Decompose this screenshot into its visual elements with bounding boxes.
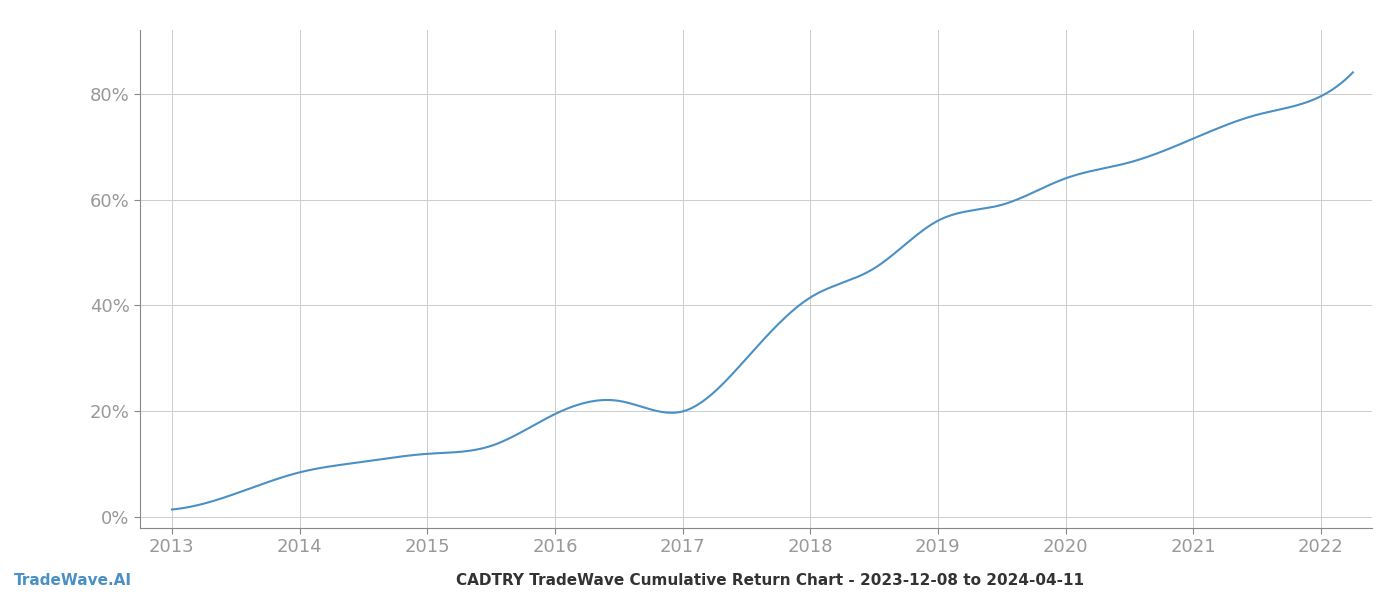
Text: TradeWave.AI: TradeWave.AI <box>14 573 132 588</box>
Text: CADTRY TradeWave Cumulative Return Chart - 2023-12-08 to 2024-04-11: CADTRY TradeWave Cumulative Return Chart… <box>456 573 1084 588</box>
